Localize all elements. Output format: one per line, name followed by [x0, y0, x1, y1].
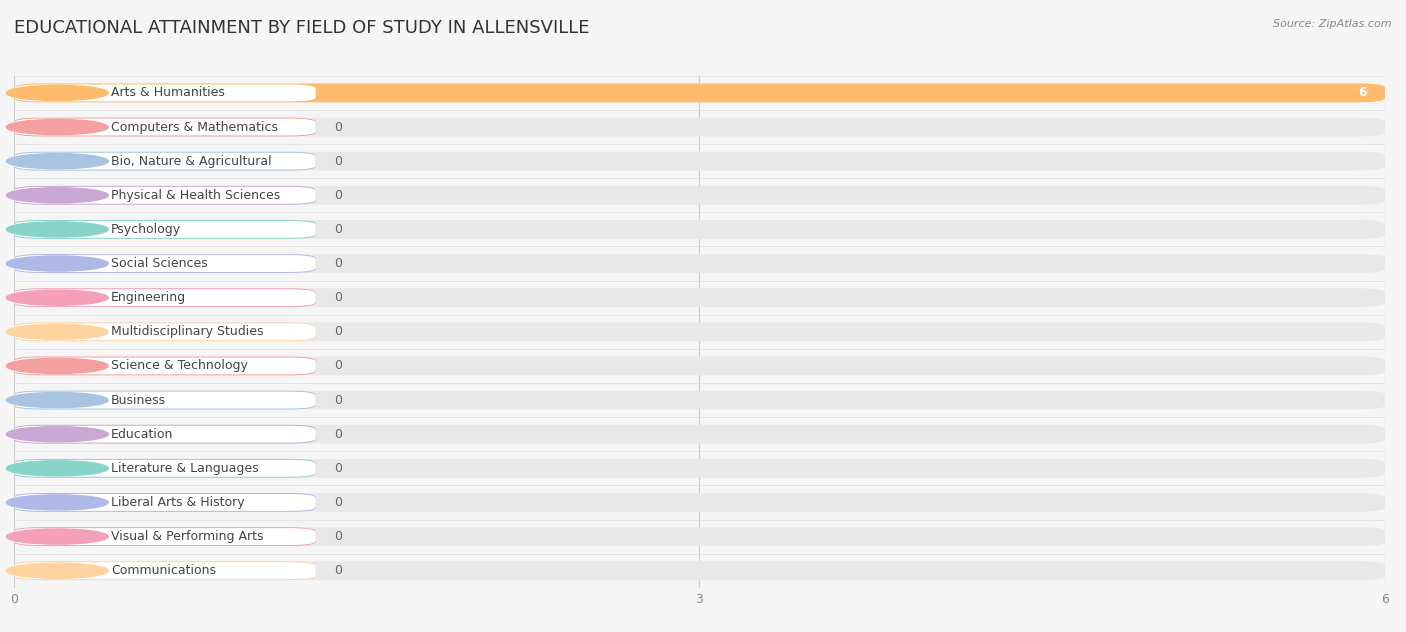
- Text: Engineering: Engineering: [111, 291, 186, 304]
- Circle shape: [7, 188, 108, 203]
- FancyBboxPatch shape: [14, 186, 1385, 205]
- Text: Communications: Communications: [111, 564, 215, 577]
- Text: Visual & Performing Arts: Visual & Performing Arts: [111, 530, 263, 543]
- Text: Education: Education: [111, 428, 173, 441]
- Text: 0: 0: [335, 462, 342, 475]
- Circle shape: [7, 256, 108, 271]
- FancyBboxPatch shape: [14, 527, 316, 546]
- Text: Physical & Health Sciences: Physical & Health Sciences: [111, 189, 280, 202]
- Text: 0: 0: [335, 223, 342, 236]
- FancyBboxPatch shape: [14, 391, 1385, 410]
- Text: 0: 0: [335, 325, 342, 338]
- Circle shape: [7, 85, 108, 100]
- FancyBboxPatch shape: [14, 493, 316, 512]
- FancyBboxPatch shape: [14, 289, 316, 306]
- Text: Computers & Mathematics: Computers & Mathematics: [111, 121, 278, 133]
- Text: 6: 6: [1358, 87, 1367, 99]
- Text: Liberal Arts & History: Liberal Arts & History: [111, 496, 245, 509]
- Text: 0: 0: [335, 530, 342, 543]
- FancyBboxPatch shape: [14, 186, 316, 205]
- Circle shape: [7, 563, 108, 578]
- Text: 0: 0: [335, 496, 342, 509]
- FancyBboxPatch shape: [14, 358, 316, 374]
- Text: Bio, Nature & Agricultural: Bio, Nature & Agricultural: [111, 155, 271, 167]
- FancyBboxPatch shape: [14, 153, 316, 169]
- FancyBboxPatch shape: [14, 562, 316, 579]
- Circle shape: [7, 529, 108, 544]
- FancyBboxPatch shape: [14, 356, 316, 375]
- FancyBboxPatch shape: [14, 118, 316, 137]
- FancyBboxPatch shape: [14, 356, 1385, 375]
- Text: Science & Technology: Science & Technology: [111, 360, 247, 372]
- FancyBboxPatch shape: [14, 391, 316, 410]
- FancyBboxPatch shape: [14, 494, 316, 511]
- FancyBboxPatch shape: [14, 83, 1385, 102]
- FancyBboxPatch shape: [14, 118, 1385, 137]
- FancyBboxPatch shape: [14, 85, 316, 101]
- FancyBboxPatch shape: [14, 255, 316, 272]
- Circle shape: [7, 154, 108, 169]
- Circle shape: [7, 222, 108, 237]
- Text: 0: 0: [335, 189, 342, 202]
- FancyBboxPatch shape: [14, 220, 316, 239]
- Circle shape: [7, 119, 108, 135]
- Text: 0: 0: [335, 428, 342, 441]
- Text: Business: Business: [111, 394, 166, 406]
- FancyBboxPatch shape: [14, 254, 316, 273]
- Circle shape: [7, 427, 108, 442]
- Text: EDUCATIONAL ATTAINMENT BY FIELD OF STUDY IN ALLENSVILLE: EDUCATIONAL ATTAINMENT BY FIELD OF STUDY…: [14, 19, 589, 37]
- FancyBboxPatch shape: [14, 425, 316, 444]
- FancyBboxPatch shape: [14, 152, 1385, 171]
- FancyBboxPatch shape: [14, 119, 316, 135]
- FancyBboxPatch shape: [14, 322, 1385, 341]
- Text: Arts & Humanities: Arts & Humanities: [111, 87, 225, 99]
- FancyBboxPatch shape: [14, 288, 316, 307]
- FancyBboxPatch shape: [14, 459, 316, 478]
- FancyBboxPatch shape: [14, 459, 1385, 478]
- FancyBboxPatch shape: [14, 392, 316, 408]
- FancyBboxPatch shape: [14, 220, 1385, 239]
- Circle shape: [7, 495, 108, 510]
- Text: 0: 0: [335, 360, 342, 372]
- FancyBboxPatch shape: [14, 324, 316, 340]
- FancyBboxPatch shape: [14, 527, 1385, 546]
- Text: 0: 0: [335, 394, 342, 406]
- Circle shape: [7, 461, 108, 476]
- FancyBboxPatch shape: [14, 187, 316, 204]
- FancyBboxPatch shape: [14, 322, 316, 341]
- Circle shape: [7, 290, 108, 305]
- Circle shape: [7, 324, 108, 339]
- FancyBboxPatch shape: [14, 561, 1385, 580]
- Text: 0: 0: [335, 291, 342, 304]
- FancyBboxPatch shape: [14, 493, 1385, 512]
- Text: Psychology: Psychology: [111, 223, 181, 236]
- Text: 0: 0: [335, 121, 342, 133]
- FancyBboxPatch shape: [14, 221, 316, 238]
- FancyBboxPatch shape: [14, 288, 1385, 307]
- Circle shape: [7, 358, 108, 374]
- Circle shape: [7, 392, 108, 408]
- FancyBboxPatch shape: [14, 426, 316, 442]
- Text: 0: 0: [335, 257, 342, 270]
- FancyBboxPatch shape: [14, 528, 316, 545]
- FancyBboxPatch shape: [14, 83, 1385, 102]
- FancyBboxPatch shape: [14, 254, 1385, 273]
- Text: Multidisciplinary Studies: Multidisciplinary Studies: [111, 325, 263, 338]
- Text: 0: 0: [335, 564, 342, 577]
- Text: 0: 0: [335, 155, 342, 167]
- Text: Social Sciences: Social Sciences: [111, 257, 208, 270]
- Text: Source: ZipAtlas.com: Source: ZipAtlas.com: [1274, 19, 1392, 29]
- Text: Literature & Languages: Literature & Languages: [111, 462, 259, 475]
- FancyBboxPatch shape: [14, 561, 316, 580]
- FancyBboxPatch shape: [14, 425, 1385, 444]
- FancyBboxPatch shape: [14, 460, 316, 477]
- FancyBboxPatch shape: [14, 152, 316, 171]
